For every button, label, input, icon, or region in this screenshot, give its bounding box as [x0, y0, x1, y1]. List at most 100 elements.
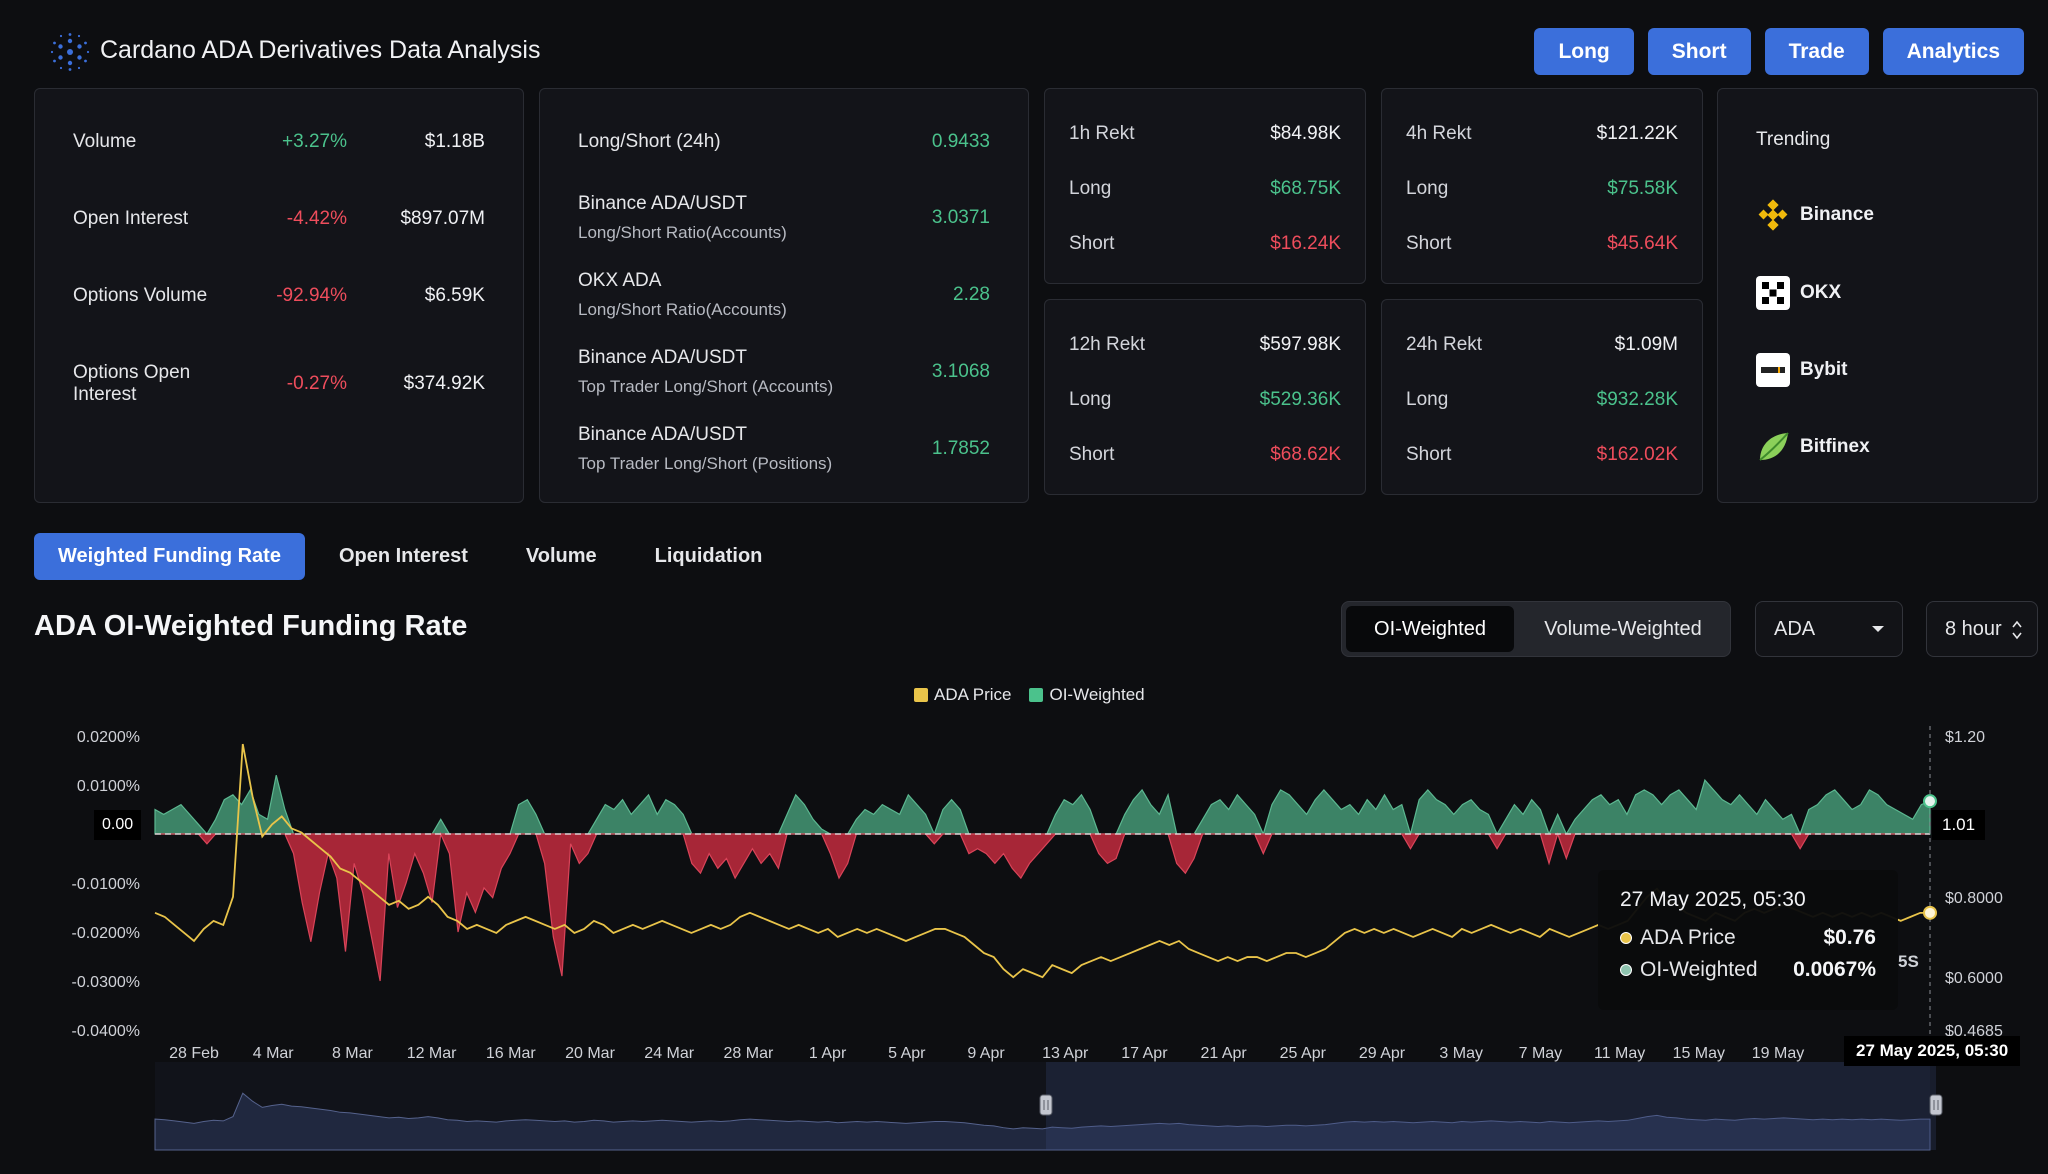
zero-axis-tag: 0.00 [94, 810, 142, 840]
y-right-tick-label: $0.8000 [1945, 890, 2003, 907]
x-tick-label: 7 May [1519, 1045, 1563, 1062]
ls-row: Binance ADA/USDT Top Trader Long/Short (P… [578, 424, 990, 474]
overview-change: +3.27% [282, 131, 347, 152]
rekt-card-4h: 4h Rekt $121.22K Long $75.58K Short $45.64K [1381, 88, 1703, 284]
tooltip-dot [1620, 964, 1632, 976]
ls-label: Binance ADA/USDT [578, 424, 747, 445]
overview-change: -4.42% [286, 208, 347, 229]
crosshair-time-tag: 27 May 2025, 05:30 [1844, 1036, 2021, 1066]
short-button[interactable]: Short [1647, 28, 1751, 75]
trending-item-bitfinex[interactable]: Bitfinex [1756, 430, 1870, 464]
tab-weighted-funding-rate[interactable]: Weighted Funding Rate [34, 533, 305, 580]
trending-item-okx[interactable]: OKX [1756, 276, 1841, 310]
legend-item-oi-weighted[interactable]: OI-Weighted [1029, 685, 1145, 705]
legend-swatch [1029, 688, 1044, 702]
rekt-short-value: $45.64K [1607, 233, 1678, 254]
price-marker [1923, 905, 1937, 920]
rekt-long-value: $529.36K [1259, 389, 1341, 410]
chart-legend: ADA Price OI-Weighted [914, 685, 1145, 705]
navigator-window [1046, 1062, 1936, 1150]
analytics-button[interactable]: Analytics [1882, 28, 2024, 75]
rekt-long-label: Long [1069, 389, 1112, 410]
long-short-card: Long/Short (24h) 0.9433 Binance ADA/USDT… [539, 88, 1029, 503]
x-tick-label: 12 Mar [407, 1045, 457, 1062]
overview-row-volume: Volume +3.27% $1.18B [73, 131, 485, 153]
legend-swatch [914, 688, 928, 702]
ls-label: Binance ADA/USDT [578, 193, 747, 214]
rekt-title: 1h Rekt [1069, 123, 1135, 144]
overview-value: $1.18B [424, 131, 485, 152]
long-button[interactable]: Long [1534, 28, 1634, 75]
y-left-tick-label: -0.0200% [72, 925, 141, 942]
rekt-short-label: Short [1406, 444, 1452, 465]
rekt-total: $84.98K [1270, 123, 1341, 144]
rekt-short-value: $16.24K [1270, 233, 1341, 254]
interval-select[interactable]: 8 hour [1926, 601, 2038, 657]
rekt-total: $1.09M [1614, 334, 1678, 355]
ls-label: OKX ADA [578, 270, 662, 291]
x-tick-label: 9 Apr [967, 1045, 1005, 1062]
interval-select-value: 8 hour [1945, 617, 2002, 640]
rekt-total: $597.98K [1259, 334, 1341, 355]
trending-item-label: Bybit [1800, 359, 1848, 380]
rekt-short-label: Short [1406, 233, 1452, 254]
rekt-long-value: $932.28K [1596, 389, 1678, 410]
x-tick-label: 3 May [1439, 1045, 1483, 1062]
x-tick-label: 15 May [1673, 1045, 1725, 1062]
trade-button[interactable]: Trade [1764, 28, 1869, 75]
segment-volume-weighted[interactable]: Volume-Weighted [1544, 617, 1702, 640]
funding-rate-chart[interactable]: 0.0200% 0.0100% -0.0100% -0.0200% -0.0300% -0… [0, 700, 2048, 1174]
x-tick-label: 17 Apr [1121, 1045, 1168, 1062]
overview-value: $897.07M [400, 208, 485, 229]
x-tick-label: 29 Apr [1359, 1045, 1406, 1062]
trending-item-binance[interactable]: Binance [1756, 198, 1874, 232]
x-tick-label: 24 Mar [644, 1045, 694, 1062]
tooltip-series-value: $0.76 [1823, 926, 1876, 949]
x-tick-label: 5 Apr [888, 1045, 926, 1062]
overview-label: Volume [73, 131, 137, 152]
rekt-long-label: Long [1406, 178, 1449, 199]
overview-label: Options Volume [73, 285, 208, 306]
tooltip-series-name: ADA Price [1640, 926, 1736, 949]
tab-volume[interactable]: Volume [525, 545, 597, 567]
ls-label: Long/Short (24h) [578, 131, 721, 152]
trending-item-bybit[interactable]: Bybit [1756, 353, 1848, 387]
y-left-tick-label: -0.0400% [72, 1023, 141, 1040]
crosshair-value-tag: 1.01 [1932, 810, 1986, 840]
chevron-down-icon [1872, 626, 1884, 632]
okx-icon [1756, 276, 1790, 310]
tooltip-row-oi: OI-Weighted 0.0067% [1620, 958, 1876, 982]
tooltip-partial-text: 5S [1898, 952, 1919, 971]
ls-sublabel: Long/Short Ratio(Accounts) [578, 300, 787, 319]
x-tick-label: 25 Apr [1280, 1045, 1327, 1062]
trending-item-label: OKX [1800, 282, 1842, 303]
x-tick-label: 20 Mar [565, 1045, 615, 1062]
tab-liquidation[interactable]: Liquidation [654, 545, 763, 567]
header: Cardano ADA Derivatives Data Analysis Lo… [0, 0, 2048, 88]
oi-positive-area [154, 775, 1931, 837]
app-title: Cardano ADA Derivatives Data Analysis [100, 36, 541, 64]
x-tick-label: 4 Mar [253, 1045, 295, 1062]
legend-item-price[interactable]: ADA Price [914, 685, 1011, 705]
x-tick-label: 11 May [1594, 1045, 1645, 1062]
sort-updown-icon [2012, 620, 2022, 640]
bitfinex-icon [1756, 430, 1790, 464]
ls-row: Long/Short (24h) 0.9433 [578, 131, 990, 153]
overview-row-options-oi: Options Open Interest -0.27% $374.92K [73, 362, 485, 406]
overview-row-options-volume: Options Volume -92.94% $6.59K [73, 285, 485, 307]
x-tick-label: 19 May [1752, 1045, 1804, 1062]
tooltip-date: 27 May 2025, 05:30 [1620, 888, 1806, 911]
segment-oi-weighted[interactable]: OI-Weighted [1346, 606, 1514, 652]
trending-title: Trending [1756, 129, 1831, 150]
coin-select[interactable]: ADA [1755, 601, 1903, 657]
rekt-short-value: $68.62K [1270, 444, 1341, 465]
ls-value: 2.28 [953, 284, 990, 305]
x-tick-label: 16 Mar [486, 1045, 536, 1062]
y-right-tick-label: $1.20 [1945, 729, 1985, 746]
y-left-tick-label: 0.0100% [77, 778, 140, 795]
ls-value: 3.0371 [931, 207, 990, 228]
tab-open-interest[interactable]: Open Interest [338, 545, 468, 567]
tooltip-dot [1620, 932, 1632, 944]
legend-label: ADA Price [934, 685, 1012, 704]
x-tick-label: 28 Feb [169, 1045, 219, 1062]
